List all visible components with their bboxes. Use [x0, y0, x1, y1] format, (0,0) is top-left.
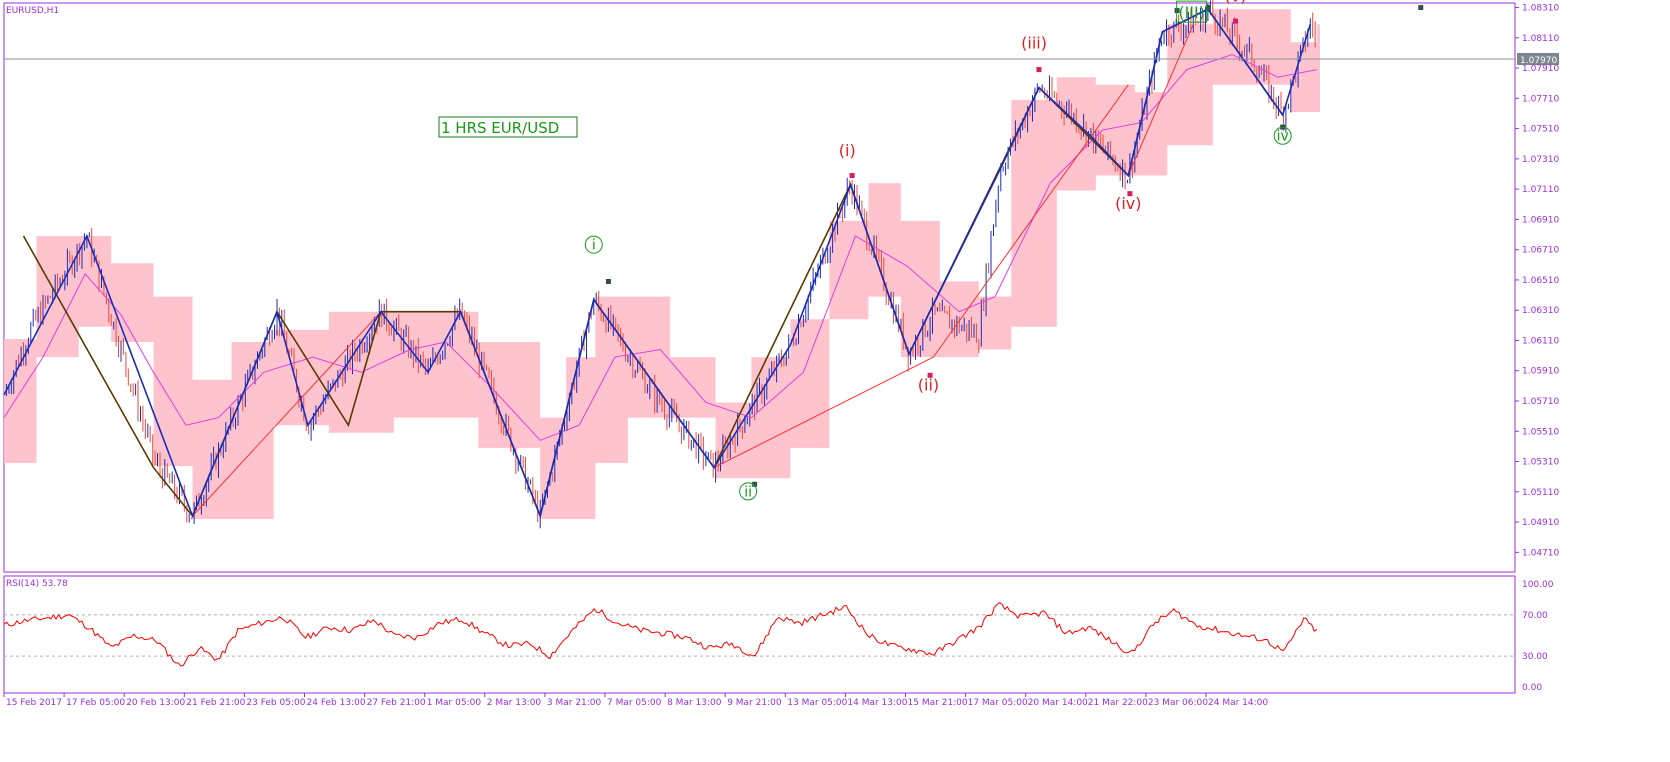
wave-label-circle — [739, 482, 758, 501]
x-tick-label: 7 Mar 05:00 — [607, 698, 662, 708]
rsi-label: RSI(14) 53.78 — [6, 579, 68, 589]
y-tick-label: 1.06710 — [1522, 246, 1559, 256]
y-tick-label: 1.06310 — [1522, 306, 1559, 316]
x-tick-label: 13 Mar 05:00 — [787, 698, 847, 708]
symbol-label: EURUSD,H1 — [6, 6, 59, 16]
wave-label-circle — [584, 235, 603, 254]
x-tick-label: 20 Mar 14:00 — [1028, 698, 1088, 708]
current-price-label: 1.07970 — [1520, 56, 1557, 66]
y-tick-label: 1.08110 — [1522, 34, 1559, 44]
wave-label: (i) — [839, 141, 856, 160]
wave-label: (III) — [1178, 3, 1205, 22]
y-tick-label: 1.06110 — [1522, 336, 1559, 346]
axes: 1.07970 1.08310 1.08110 1.07910 1.07710 1.075… — [3, 4, 1559, 708]
wave-marker — [605, 278, 611, 284]
trend-line — [713, 356, 934, 469]
wave-label: (ii) — [918, 375, 939, 394]
wave-marker — [849, 173, 855, 179]
wave-label-box — [1176, 0, 1208, 23]
main-chart-pane[interactable] — [3, 0, 1516, 573]
wave-label-circle — [1273, 126, 1292, 145]
y-tick-label: 1.05510 — [1522, 427, 1559, 437]
y-tick-label: 1.07310 — [1522, 155, 1559, 165]
x-tick-label: 15 Feb 2017 — [6, 698, 62, 708]
x-tick-label: 24 Feb 13:00 — [307, 698, 366, 708]
rsi-y-tick-label: 30.00 — [1522, 652, 1548, 662]
x-tick-label: 24 Mar 14:00 — [1208, 698, 1268, 708]
x-tick-label: 9 Mar 21:00 — [727, 698, 782, 708]
rsi-line — [3, 601, 1318, 667]
rsi-pane-frame — [3, 575, 1516, 694]
wave-marker — [1418, 5, 1424, 11]
y-tick-label: 1.07910 — [1522, 64, 1559, 74]
y-tick-label: 1.05910 — [1522, 367, 1559, 377]
wave-marker — [1036, 67, 1042, 73]
y-tick-label: 1.07110 — [1522, 185, 1559, 195]
x-tick-label: 17 Mar 05:00 — [968, 698, 1028, 708]
x-tick-label: 3 Mar 21:00 — [547, 698, 602, 708]
trend-line — [192, 311, 382, 517]
wave-label: (v) — [1225, 0, 1247, 5]
y-tick-label: 1.05110 — [1522, 488, 1559, 498]
x-tick-label: 17 Feb 05:00 — [66, 698, 125, 708]
y-tick-label: 1.07710 — [1522, 94, 1559, 104]
x-tick-label: 2 Mar 13:00 — [487, 698, 542, 708]
x-tick-label: 20 Feb 13:00 — [126, 698, 185, 708]
x-tick-label: 23 Feb 05:00 — [246, 698, 305, 708]
wave-label: iv — [1277, 129, 1289, 145]
x-tick-label: 14 Mar 13:00 — [847, 698, 907, 708]
y-tick-label: 1.07510 — [1522, 125, 1559, 135]
wave-label: (iii) — [1021, 33, 1047, 52]
x-tick-label: 1 Mar 05:00 — [427, 698, 482, 708]
y-tick-label: 1.08310 — [1522, 4, 1559, 14]
rsi-y-tick-label: 70.00 — [1522, 611, 1548, 621]
x-tick-label: 21 Mar 22:00 — [1088, 698, 1148, 708]
wave-marker — [1205, 5, 1211, 11]
wave-label: i — [592, 238, 596, 254]
moving-average-line — [3, 53, 1317, 441]
y-tick-label: 1.04910 — [1522, 518, 1559, 528]
rsi-pane[interactable]: RSI(14) 53.78 — [3, 575, 1516, 694]
x-tick-label: 21 Feb 21:00 — [186, 698, 245, 708]
y-tick-label: 1.05710 — [1522, 397, 1559, 407]
x-tick-label: 23 Mar 06:00 — [1148, 698, 1208, 708]
current-price-tag — [1517, 52, 1559, 65]
wave-marker — [752, 481, 758, 487]
x-tick-label: 8 Mar 13:00 — [667, 698, 722, 708]
rsi-y-tick-label: 100.00 — [1522, 580, 1554, 590]
wave-marker — [1127, 191, 1133, 197]
y-tick-label: 1.06510 — [1522, 276, 1559, 286]
wave-label: (iv) — [1115, 194, 1141, 213]
y-tick-label: 1.04710 — [1522, 548, 1559, 558]
wave-marker — [927, 372, 933, 378]
annotation-text: 1 HRS EUR/USD — [441, 119, 559, 137]
y-tick-label: 1.05310 — [1522, 458, 1559, 468]
y-tick-label: 1.06910 — [1522, 215, 1559, 225]
wave-marker — [1233, 18, 1239, 24]
x-tick-label: 27 Feb 21:00 — [367, 698, 426, 708]
rsi-y-tick-label: 0.00 — [1522, 683, 1542, 693]
trend-line — [932, 84, 1129, 358]
x-tick-label: 15 Mar 21:00 — [908, 698, 968, 708]
trend-line — [1127, 23, 1194, 176]
annotation-box — [438, 116, 578, 138]
annotations: iii(i)(ii)(iii)(iv)(III)(v)iv1 HRS EUR/U… — [6, 0, 1292, 501]
envelope-band — [4, 9, 1320, 519]
wave-label: ii — [744, 484, 752, 500]
zigzag-primary-line — [3, 8, 1312, 519]
